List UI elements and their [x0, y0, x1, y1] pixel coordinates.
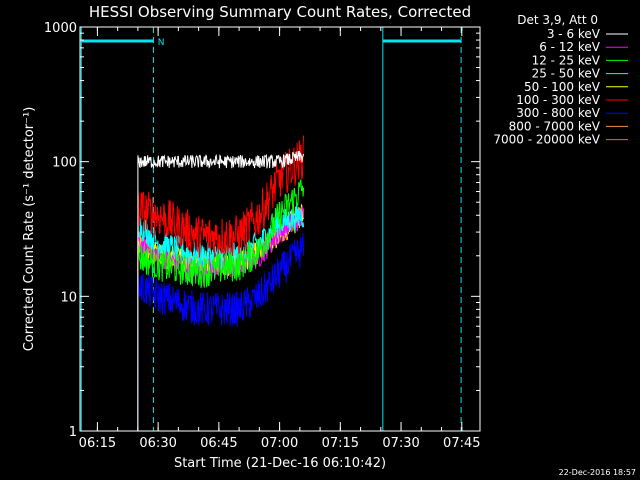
footer-timestamp: 22-Dec-2016 18:57 — [559, 468, 636, 477]
legend-label: 100 - 300 keV — [516, 93, 600, 107]
legend-label: 300 - 800 keV — [516, 106, 600, 120]
y-axis: 1 10 100 1000 — [44, 21, 480, 440]
annotation-n: N — [158, 38, 165, 48]
y-axis-label: Corrected Count Rate (s⁻¹ detector⁻¹) — [22, 107, 37, 352]
legend-label: 7000 - 20000 keV — [493, 133, 600, 147]
series-line — [137, 179, 305, 431]
x-tick-label: 07:30 — [382, 436, 419, 451]
y-tick-label: 1000 — [44, 21, 77, 36]
series-line — [137, 204, 305, 431]
chart-title: HESSI Observing Summary Count Rates, Cor… — [89, 3, 471, 21]
x-tick-label: 07:45 — [443, 436, 480, 451]
y-tick-label: 100 — [52, 156, 77, 171]
x-tick-label: 06:15 — [79, 436, 116, 451]
x-axis-label: Start Time (21-Dec-16 06:10:42) — [174, 456, 386, 471]
x-axis: 06:15 06:30 06:45 07:00 07:15 07:30 07:45 — [79, 27, 481, 451]
y-tick-label: 1 — [69, 425, 77, 440]
legend-label: 3 - 6 keV — [547, 27, 601, 41]
legend-label: 800 - 7000 keV — [509, 119, 601, 133]
x-tick-label: 06:45 — [200, 436, 237, 451]
x-tick-label: 06:30 — [139, 436, 176, 451]
series-line — [137, 233, 305, 431]
legend-label: 50 - 100 keV — [524, 80, 601, 94]
legend-label: 6 - 12 keV — [539, 40, 601, 54]
observing-markers — [80, 27, 462, 431]
legend-label: 25 - 50 keV — [532, 67, 601, 81]
legend-label: 12 - 25 keV — [532, 53, 601, 67]
series-lines — [137, 135, 305, 431]
y-tick-label: 10 — [60, 290, 77, 305]
legend-title: Det 3,9, Att 0 — [517, 13, 598, 27]
x-tick-label: 07:00 — [261, 436, 298, 451]
series-line — [137, 135, 305, 431]
series-line — [137, 150, 305, 431]
x-tick-label: 07:15 — [322, 436, 359, 451]
